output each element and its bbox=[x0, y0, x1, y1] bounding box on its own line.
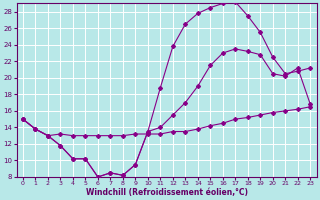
X-axis label: Windchill (Refroidissement éolien,°C): Windchill (Refroidissement éolien,°C) bbox=[85, 188, 248, 197]
